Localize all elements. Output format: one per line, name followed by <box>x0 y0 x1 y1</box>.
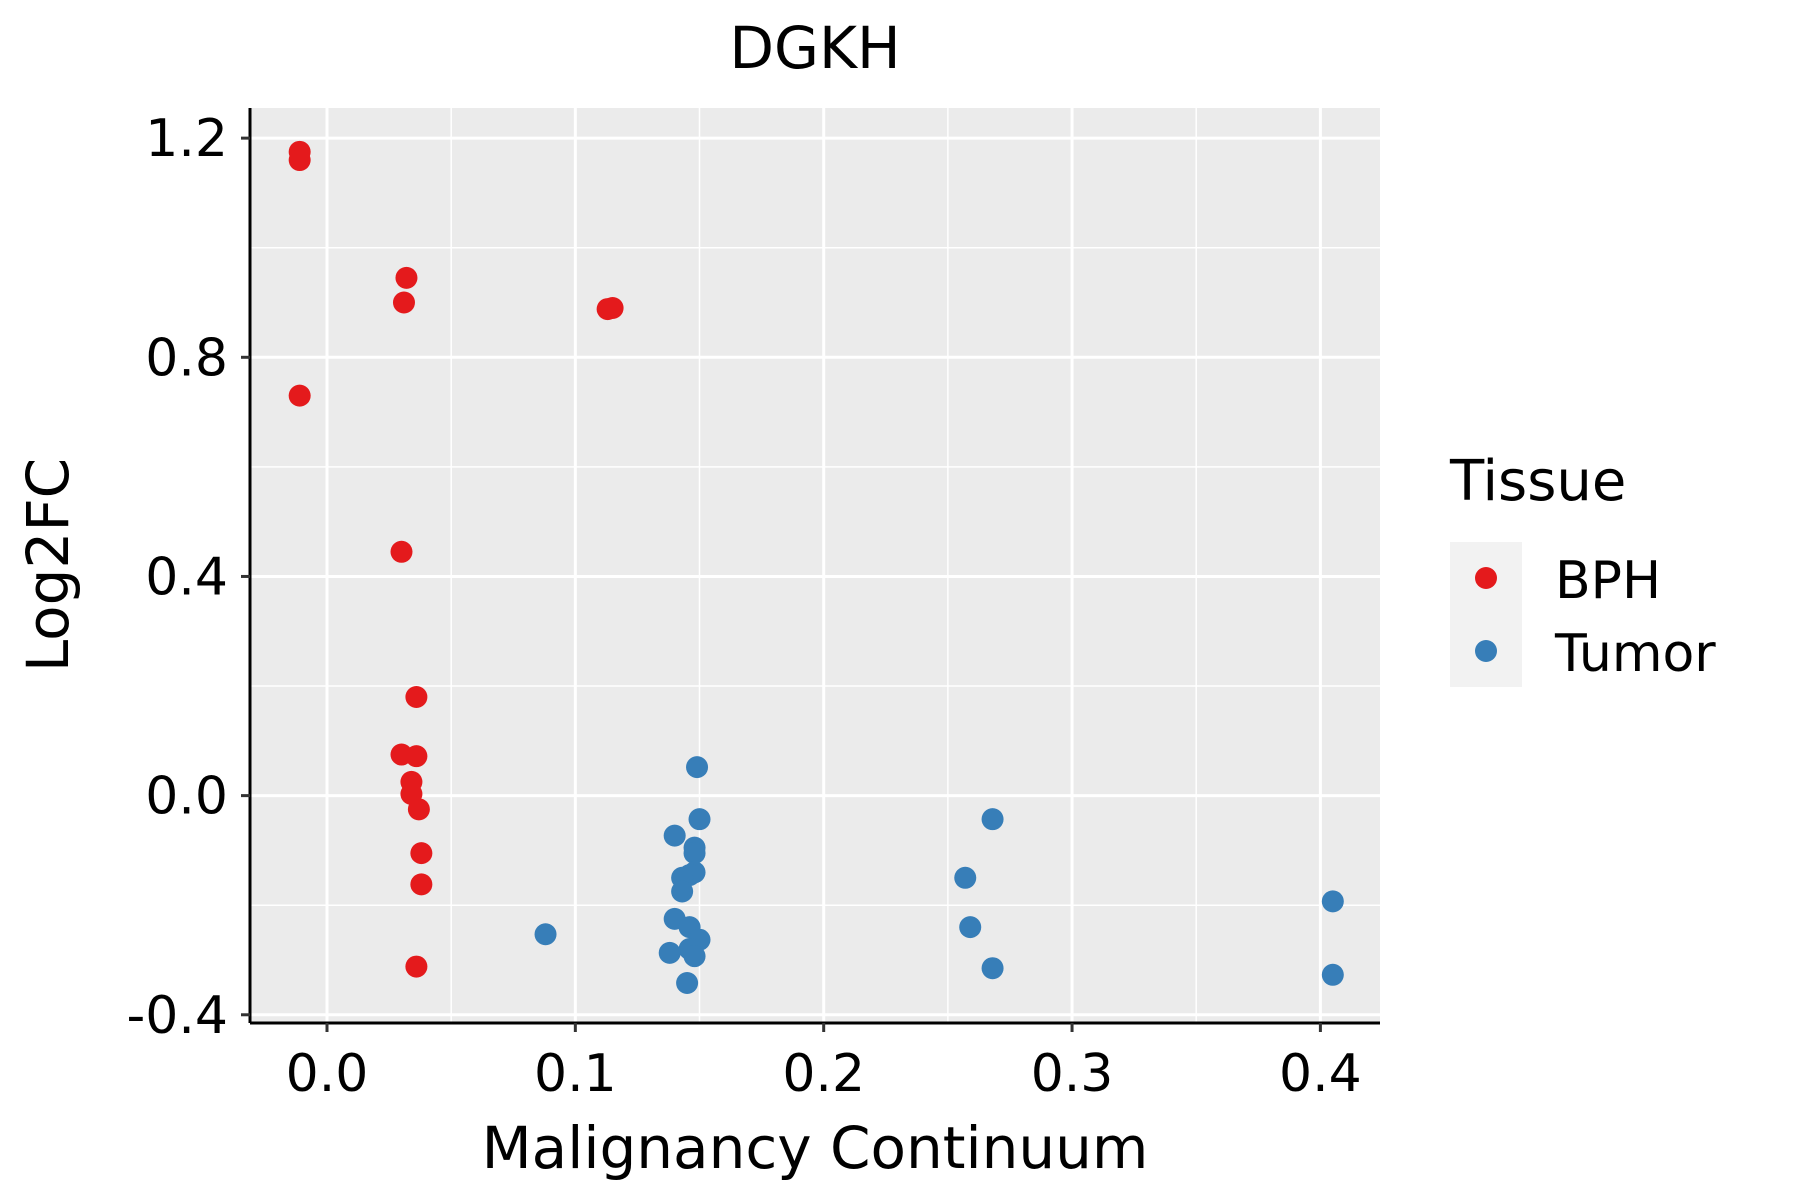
data-point-tumor <box>663 824 686 847</box>
data-point-bph <box>407 798 430 821</box>
data-point-tumor <box>683 945 706 968</box>
data-point-tumor <box>1321 963 1344 986</box>
data-point-bph <box>288 149 311 172</box>
data-point-tumor <box>981 808 1004 831</box>
data-point-bph <box>288 384 311 407</box>
y-axis-title: Log2FC <box>14 458 82 672</box>
grid-minor <box>250 108 1380 1023</box>
legend-title: Tissue <box>1449 449 1626 514</box>
data-point-bph <box>405 685 428 708</box>
data-point-tumor <box>534 923 557 946</box>
x-ticks: 0.0 0.1 0.2 0.3 0.4 <box>286 1023 1362 1104</box>
data-point-bph <box>392 291 415 314</box>
data-point-tumor <box>688 808 711 831</box>
x-tick-label: 0.3 <box>1031 1044 1114 1104</box>
y-tick-label: 0.8 <box>145 328 228 388</box>
data-point-bph <box>601 296 624 319</box>
y-tick-label: 0.4 <box>145 547 228 607</box>
legend-key-bph <box>1475 567 1497 589</box>
data-point-tumor <box>676 972 699 995</box>
legend-key-tumor <box>1475 640 1497 662</box>
x-axis-title: Malignancy Continuum <box>482 1114 1149 1182</box>
data-point-tumor <box>981 957 1004 980</box>
legend-key-background <box>1450 542 1522 687</box>
data-point-tumor <box>686 756 709 779</box>
chart-title: DGKH <box>729 14 900 82</box>
plot-panel <box>250 108 1380 1023</box>
y-ticks: -0.4 0.0 0.4 0.8 1.2 <box>127 109 250 1046</box>
x-tick-label: 0.4 <box>1279 1044 1362 1104</box>
data-point-bph <box>410 873 433 896</box>
x-tick-label: 0.0 <box>286 1044 369 1104</box>
y-tick-label: 1.2 <box>145 109 228 169</box>
legend-label-tumor: Tumor <box>1554 624 1716 684</box>
x-tick-label: 0.1 <box>534 1044 617 1104</box>
x-tick-label: 0.2 <box>782 1044 865 1104</box>
data-point-tumor <box>683 842 706 865</box>
data-point-bph <box>395 266 418 289</box>
y-tick-label: -0.4 <box>127 986 228 1046</box>
data-point-bph <box>405 745 428 768</box>
y-tick-label: 0.0 <box>145 767 228 827</box>
data-point-tumor <box>671 880 694 903</box>
legend-label-bph: BPH <box>1555 551 1661 611</box>
legend: Tissue BPH Tumor <box>1449 449 1716 687</box>
data-point-tumor <box>658 941 681 964</box>
data-point-tumor <box>959 916 982 939</box>
data-point-tumor <box>954 866 977 889</box>
data-point-bph <box>410 842 433 865</box>
data-point-bph <box>390 540 413 563</box>
points-layer <box>288 140 1344 995</box>
data-point-bph <box>405 955 428 978</box>
data-point-tumor <box>1321 890 1344 913</box>
grid-major <box>250 108 1380 1023</box>
